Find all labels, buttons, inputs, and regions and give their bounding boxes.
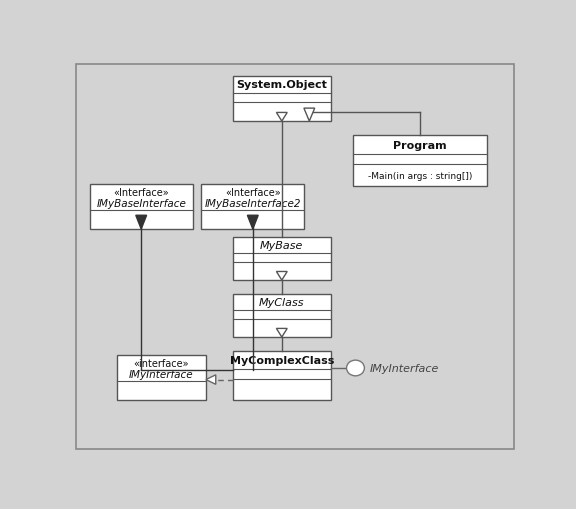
Bar <box>116 355 206 400</box>
Circle shape <box>347 360 365 376</box>
Text: Program: Program <box>393 140 447 150</box>
Text: IMyInterface: IMyInterface <box>370 363 439 373</box>
Text: IMyBaseInterface2: IMyBaseInterface2 <box>204 199 301 208</box>
Bar <box>233 351 331 400</box>
Polygon shape <box>247 216 258 230</box>
Bar <box>202 185 304 230</box>
Polygon shape <box>136 216 147 230</box>
Bar <box>353 135 487 186</box>
Bar <box>233 237 331 280</box>
Polygon shape <box>276 113 287 122</box>
Bar <box>233 77 331 122</box>
Text: -Main(in args : string[]): -Main(in args : string[]) <box>368 172 472 180</box>
Bar <box>233 294 331 337</box>
Text: IMyInterface: IMyInterface <box>129 369 194 379</box>
Polygon shape <box>206 375 216 385</box>
Polygon shape <box>276 329 287 337</box>
Text: MyBase: MyBase <box>260 241 304 250</box>
Text: MyComplexClass: MyComplexClass <box>230 355 334 365</box>
Text: System.Object: System.Object <box>236 80 327 90</box>
Text: «Interface»: «Interface» <box>225 187 281 197</box>
Polygon shape <box>276 272 287 280</box>
Text: «interface»: «interface» <box>134 358 189 368</box>
Text: «Interface»: «Interface» <box>113 187 169 197</box>
Bar <box>90 185 192 230</box>
Text: MyClass: MyClass <box>259 297 305 307</box>
Polygon shape <box>304 109 314 122</box>
Text: IMyBaseInterface: IMyBaseInterface <box>96 199 186 208</box>
